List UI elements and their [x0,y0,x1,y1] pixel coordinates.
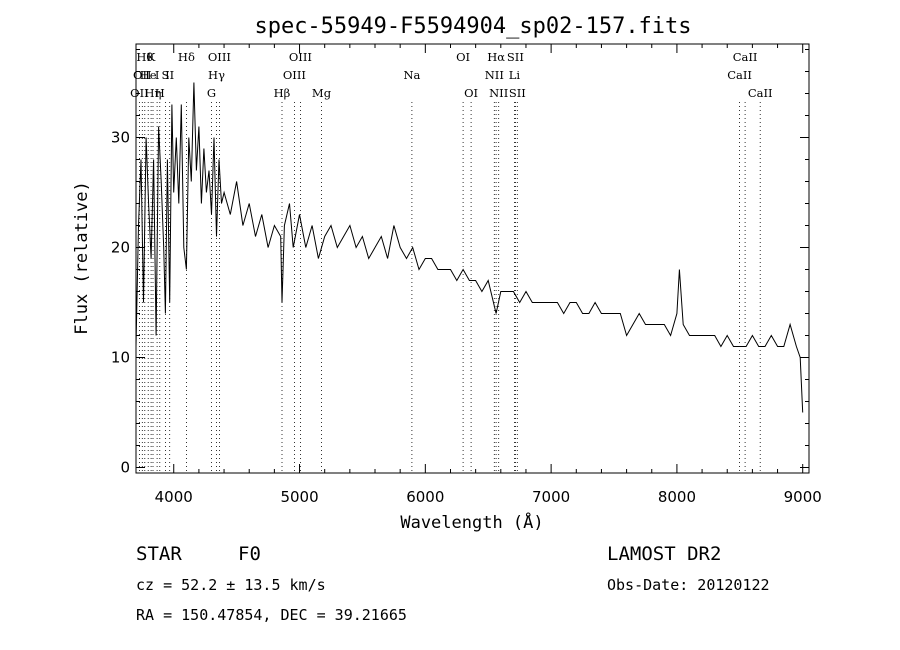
line-label-29: CaII [748,86,773,100]
line-label-19: OI [456,50,470,64]
x-tick-label-0: 4000 [155,488,193,506]
line-label-25: SII [507,50,524,64]
line-label-6: I [155,68,160,82]
y-tick-label-1: 10 [111,349,130,367]
line-label-26: SII [509,86,526,100]
line-label-20: OI [464,86,478,100]
line-label-11: G [207,86,216,100]
y-axis-label: Flux (relative) [72,181,92,335]
line-label-9: II [165,68,174,82]
chart-title: spec-55949-F5594904_sp02-157.fits [254,14,691,39]
line-label-24: Li [509,68,521,82]
y-tick-label-0: 0 [120,459,130,477]
line-label-8: S [161,68,169,82]
line-label-2: Hθ [136,50,153,64]
line-label-28: CaII [733,50,758,64]
y-axis-ticks: 0 10 20 30 [111,49,809,477]
spectrum-series-line [135,82,804,413]
line-label-23: NII [489,86,508,100]
line-label-14: Hβ [274,86,291,100]
survey-name: LAMOST DR2 [607,543,721,565]
line-label-15: OIII [283,68,306,82]
line-label-5: Hη [145,86,162,100]
line-label-10: Hδ [178,50,195,64]
line-label-18: Na [403,68,420,82]
emission-line-markers [138,102,761,473]
line-label-12: Hγ [208,68,225,82]
line-label-27: CaII [727,68,752,82]
line-label-16: OIII [289,50,312,64]
y-tick-label-2: 20 [111,239,130,257]
line-label-17: Mg [312,86,332,100]
redshift-readout: cz = 52.2 ± 13.5 km/s [136,576,326,594]
object-class: STAR [136,543,182,565]
x-tick-label-5: 9000 [784,488,822,506]
line-label-13: OIII [208,50,231,64]
line-label-21: NII [485,68,504,82]
line-label-22: Hα [487,50,505,64]
coordinates-readout: RA = 150.47854, DEC = 39.21665 [136,606,407,624]
spectral-subclass: F0 [238,543,261,565]
x-tick-label-2: 6000 [406,488,444,506]
plot-frame [135,43,810,474]
emission-line-labels: OIIOIIHθHeKHηIHSIIHδGHγOIIIHβOIIIOIIIMgN… [130,50,772,100]
observation-date: Obs-Date: 20120122 [607,576,770,594]
x-tick-label-3: 7000 [532,488,570,506]
line-label-4: K [147,50,156,64]
x-axis-ticks: 4000 5000 6000 7000 8000 9000 [155,44,822,506]
line-label-7: H [155,86,165,100]
x-axis-label: Wavelength (Å) [400,511,543,533]
line-label-3: He [140,68,157,82]
y-tick-label-3: 30 [111,129,130,147]
x-tick-label-1: 5000 [280,488,318,506]
x-tick-label-4: 8000 [658,488,696,506]
